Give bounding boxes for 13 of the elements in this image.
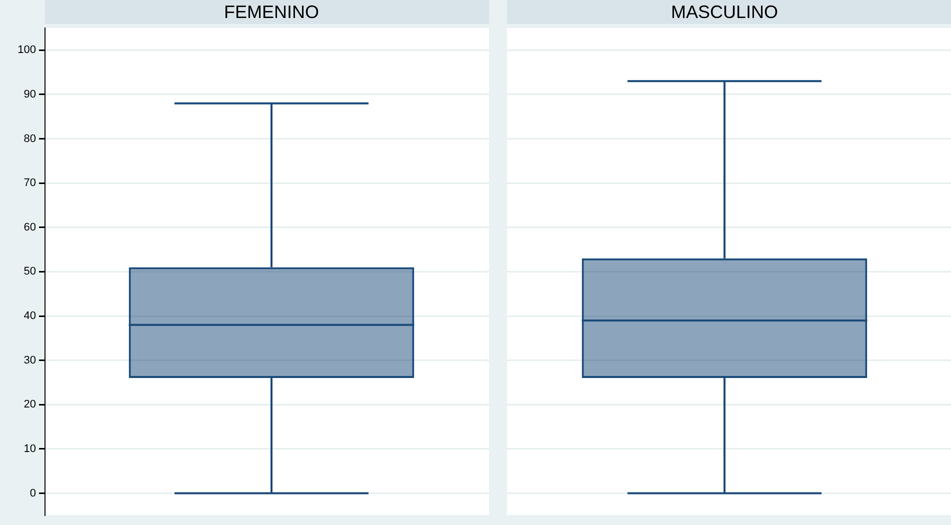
y-tick-label: 70 [24, 177, 36, 190]
y-tick-label: 10 [24, 442, 36, 455]
x-tick-label: MASCULINO [670, 2, 778, 22]
y-tick-label: 0 [30, 487, 36, 500]
y-tick-label: 80 [24, 132, 36, 145]
y-tick-label: 30 [24, 354, 36, 366]
x-tick-label: FEMENINO [224, 2, 320, 22]
y-tick-label: 60 [24, 221, 36, 234]
y-tick-label: 20 [24, 398, 36, 411]
y-tick-label: 90 [24, 88, 36, 100]
y-tick-label: 50 [24, 266, 36, 278]
y-tick-label: 100 [18, 44, 36, 56]
y-tick-label: 40 [24, 310, 36, 322]
